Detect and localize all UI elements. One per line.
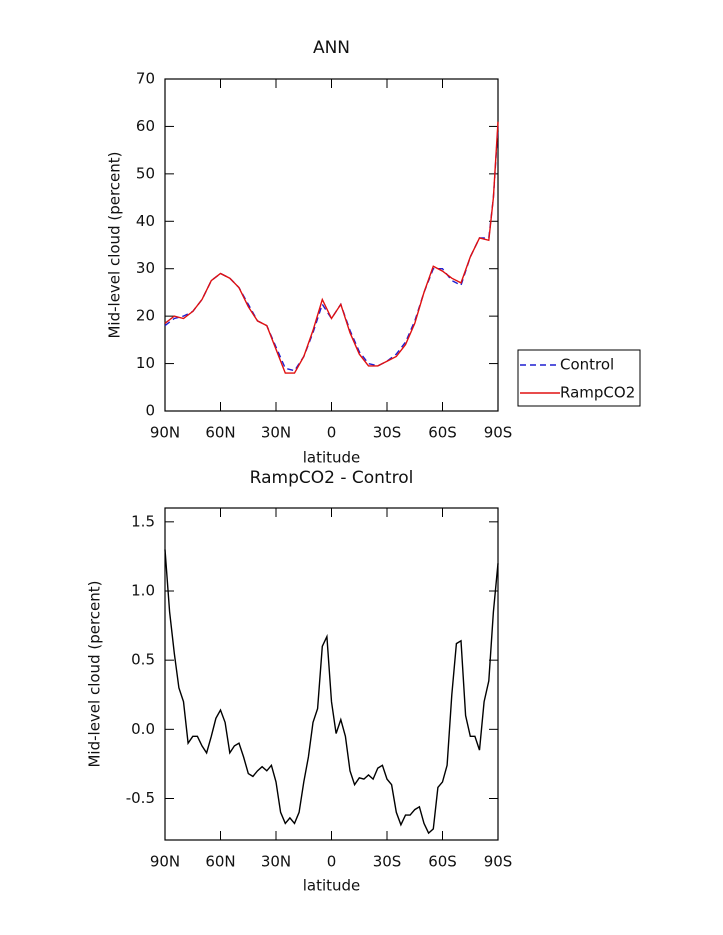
legend: Control RampCO2 xyxy=(517,349,641,407)
x-tick-label: 90N xyxy=(150,424,180,442)
y-axis-label: Mid-level cloud (percent) xyxy=(86,580,104,767)
chart-title: ANN xyxy=(313,38,350,58)
y-tick-label: -0.5 xyxy=(126,789,155,807)
legend-label: Control xyxy=(560,356,614,374)
data-line xyxy=(164,549,499,835)
x-axis-label: latitude xyxy=(303,449,361,467)
x-axis-label: latitude xyxy=(303,877,361,895)
x-tick-label: 60N xyxy=(205,853,235,871)
x-tick-label: 90S xyxy=(484,424,513,442)
x-tick-label: 0 xyxy=(327,853,337,871)
plot: RampCO2 - Control latitude Mid-level cloud… xyxy=(86,468,513,895)
chart-title: RampCO2 - Control xyxy=(250,468,414,488)
y-tick-label: 40 xyxy=(136,212,155,230)
y-tick-label: 20 xyxy=(136,307,155,325)
y-tick-label: 1.5 xyxy=(131,512,155,530)
y-tick-label: 30 xyxy=(136,259,155,277)
y-tick-label: 50 xyxy=(136,164,155,182)
plot-frame xyxy=(164,507,499,841)
y-tick-label: 60 xyxy=(136,117,155,135)
x-tick-label: 90S xyxy=(484,853,513,871)
y-axis-label: Mid-level cloud (percent) xyxy=(106,151,124,338)
x-tick-label: 30S xyxy=(373,853,402,871)
x-tick-label: 60S xyxy=(428,424,457,442)
y-tick-label: 0 xyxy=(145,402,155,420)
data-line xyxy=(164,126,499,372)
y-tick-label: 70 xyxy=(136,70,155,88)
x-tick-label: 60S xyxy=(428,853,457,871)
x-tick-label: 30N xyxy=(261,853,291,871)
plot: ANN latitude Mid-level cloud (percent) 0 10 2… xyxy=(106,38,641,467)
y-tick-label: 10 xyxy=(136,354,155,372)
y-tick-label: 0.5 xyxy=(131,651,155,669)
y-tick-label: 0.0 xyxy=(131,720,155,738)
x-tick-label: 30N xyxy=(261,424,291,442)
x-tick-label: 30S xyxy=(373,424,402,442)
y-tick-label: 1.0 xyxy=(131,582,155,600)
legend-label: RampCO2 xyxy=(560,384,635,402)
x-tick-label: 60N xyxy=(205,424,235,442)
plot-frame xyxy=(164,78,499,412)
x-tick-label: 90N xyxy=(150,853,180,871)
legend-frame xyxy=(517,349,641,407)
x-tick-label: 0 xyxy=(327,424,337,442)
data-line xyxy=(164,121,499,374)
